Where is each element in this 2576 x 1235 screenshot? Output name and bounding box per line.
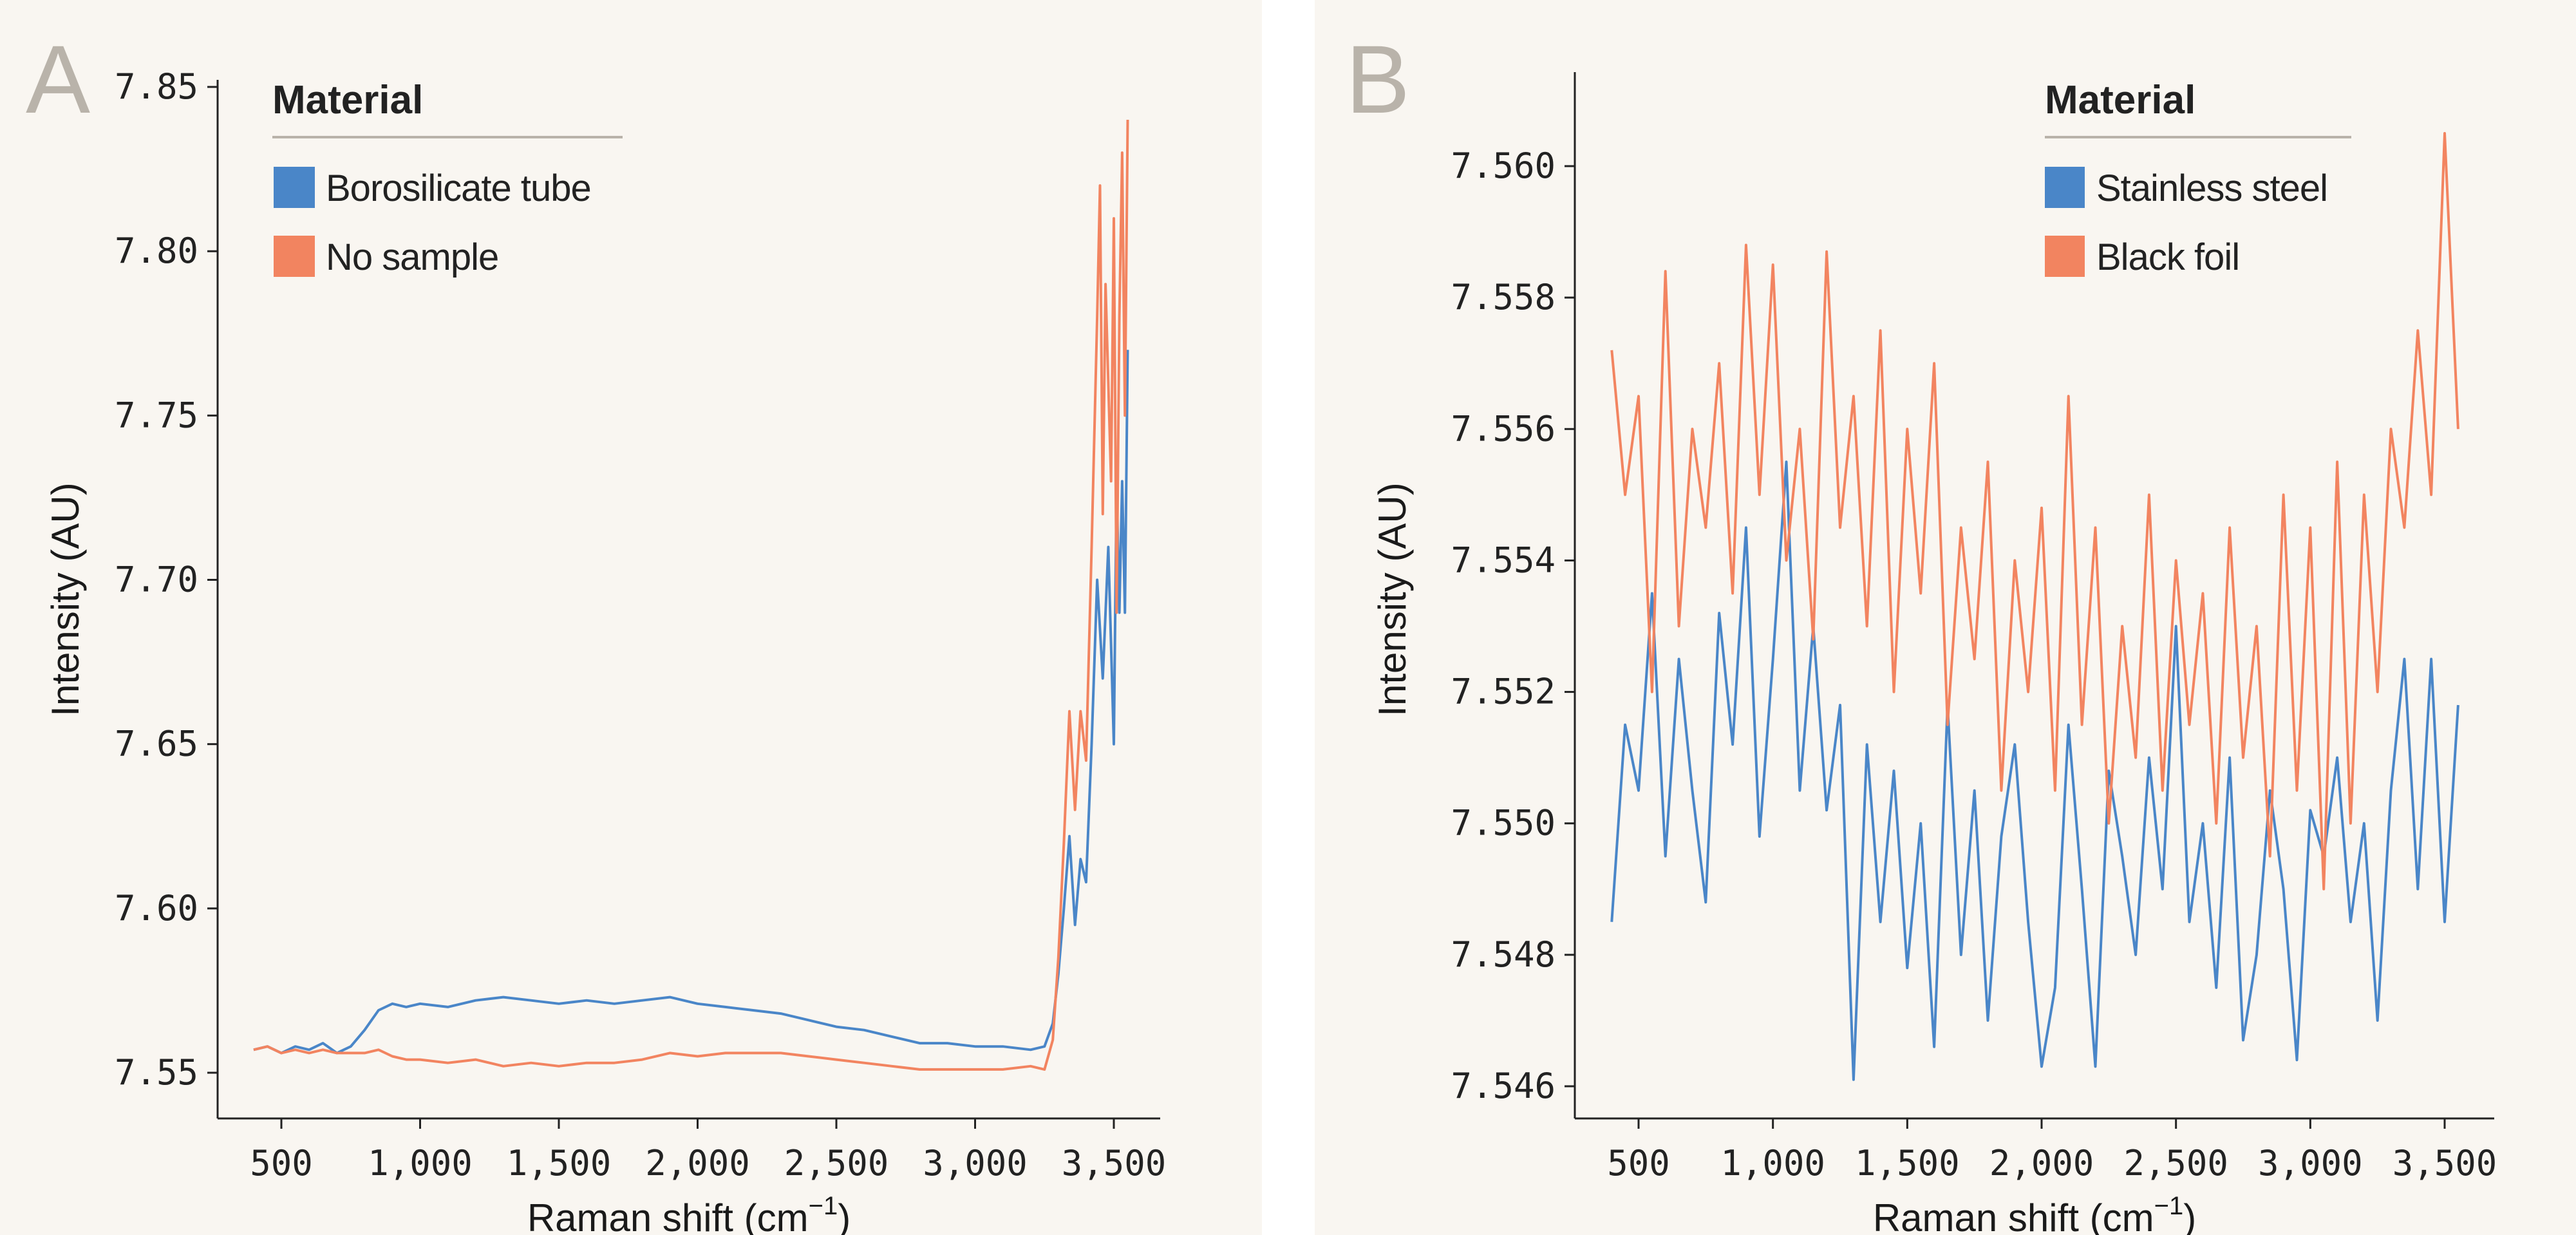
x-tick-label-a: 3,500 [1062, 1143, 1167, 1183]
legend-a: Material Borosilicate tube No sample [272, 78, 623, 278]
legend-title-b: Material [2045, 78, 2195, 122]
y-tick-label-b: 7.548 [1451, 934, 1556, 975]
y-tick-label-b: 7.550 [1451, 803, 1556, 844]
y-tick-label-a: 7.75 [115, 395, 198, 435]
y-tick-label-b: 7.546 [1451, 1066, 1556, 1106]
legend-label-stainless: Stainless steel [2096, 167, 2327, 209]
x-axis-title-b: Raman shift (cm−1) [1873, 1192, 2196, 1235]
x-tick-label-b: 2,000 [1989, 1143, 2094, 1183]
legend-label-borosilicate: Borosilicate tube [326, 167, 591, 209]
x-tick-label-b: 3,000 [2258, 1143, 2363, 1183]
x-tick-label-a: 2,500 [784, 1143, 889, 1183]
x-axis-title-a: Raman shift (cm−1) [527, 1192, 851, 1235]
x-tick-label-a: 1,500 [507, 1143, 612, 1183]
series-line-black-foil [1610, 132, 2459, 891]
y-tick-label-b: 7.556 [1451, 408, 1556, 449]
y-tick-label-a: 7.60 [115, 888, 198, 929]
x-axis-title-b-main: Raman shift (cm [1873, 1196, 2154, 1235]
x-tick-label-a: 1,000 [368, 1143, 473, 1183]
panel-a-background [0, 0, 1262, 1235]
x-tick-label-b: 500 [1607, 1143, 1670, 1183]
legend-label-no-sample: No sample [326, 236, 498, 278]
x-tick-label-b: 3,500 [2393, 1143, 2497, 1183]
y-axis-title-b: Intensity (AU) [1371, 482, 1414, 716]
series-line-borosilicate-tube [253, 350, 1129, 1055]
y-tick-label-b: 7.554 [1451, 540, 1556, 580]
x-tick-label-b: 1,500 [1855, 1143, 1960, 1183]
x-axis-title-a-end: ) [838, 1196, 851, 1235]
y-tick-label-a: 7.65 [115, 724, 198, 764]
y-tick-label-b: 7.560 [1451, 146, 1556, 186]
x-axis-title-b-end: ) [2183, 1196, 2196, 1235]
panel-b-background [1315, 0, 2576, 1235]
y-tick-label-a: 7.70 [115, 560, 198, 600]
y-tick-label-b: 7.552 [1451, 672, 1556, 712]
panel-letter-b: B [1346, 25, 1410, 133]
x-tick-label-a: 2,000 [645, 1143, 750, 1183]
x-axis-title-a-sup: −1 [809, 1192, 838, 1220]
legend-swatch-black-foil [2045, 236, 2085, 277]
chart-panel-a: 500 1,000 1,500 2,000 2,500 3,000 3,500 7.55 7.6… [115, 66, 1166, 1183]
x-axis-title-b-sup: −1 [2154, 1192, 2184, 1220]
legend-title-a: Material [272, 78, 423, 122]
series-line-stainless-steel [1610, 460, 2459, 1081]
chart-panel-b: 500 1,000 1,500 2,000 2,500 3,000 3,500 7.546 7.… [1451, 72, 2497, 1183]
legend-swatch-no-sample [274, 236, 315, 277]
y-tick-label-a: 7.85 [115, 66, 198, 107]
legend-swatch-stainless [2045, 167, 2085, 208]
x-axis-title-a-main: Raman shift (cm [527, 1196, 809, 1235]
panel-letter-a: A [26, 25, 90, 133]
y-tick-label-b: 7.558 [1451, 277, 1556, 317]
legend-label-black-foil: Black foil [2096, 236, 2239, 278]
y-axis-title-a: Intensity (AU) [44, 482, 87, 716]
x-tick-label-b: 1,000 [1720, 1143, 1825, 1183]
legend-b: Material Stainless steel Black foil [2045, 78, 2351, 278]
x-tick-label-a: 500 [250, 1143, 313, 1183]
series-line-no-sample [253, 119, 1129, 1071]
legend-swatch-borosilicate [274, 167, 315, 208]
legend-rule-b [2045, 136, 2351, 138]
x-tick-label-a: 3,000 [923, 1143, 1028, 1183]
y-tick-label-a: 7.80 [115, 231, 198, 271]
y-tick-label-a: 7.55 [115, 1052, 198, 1093]
x-tick-label-b: 2,500 [2123, 1143, 2228, 1183]
legend-rule-a [272, 136, 623, 138]
